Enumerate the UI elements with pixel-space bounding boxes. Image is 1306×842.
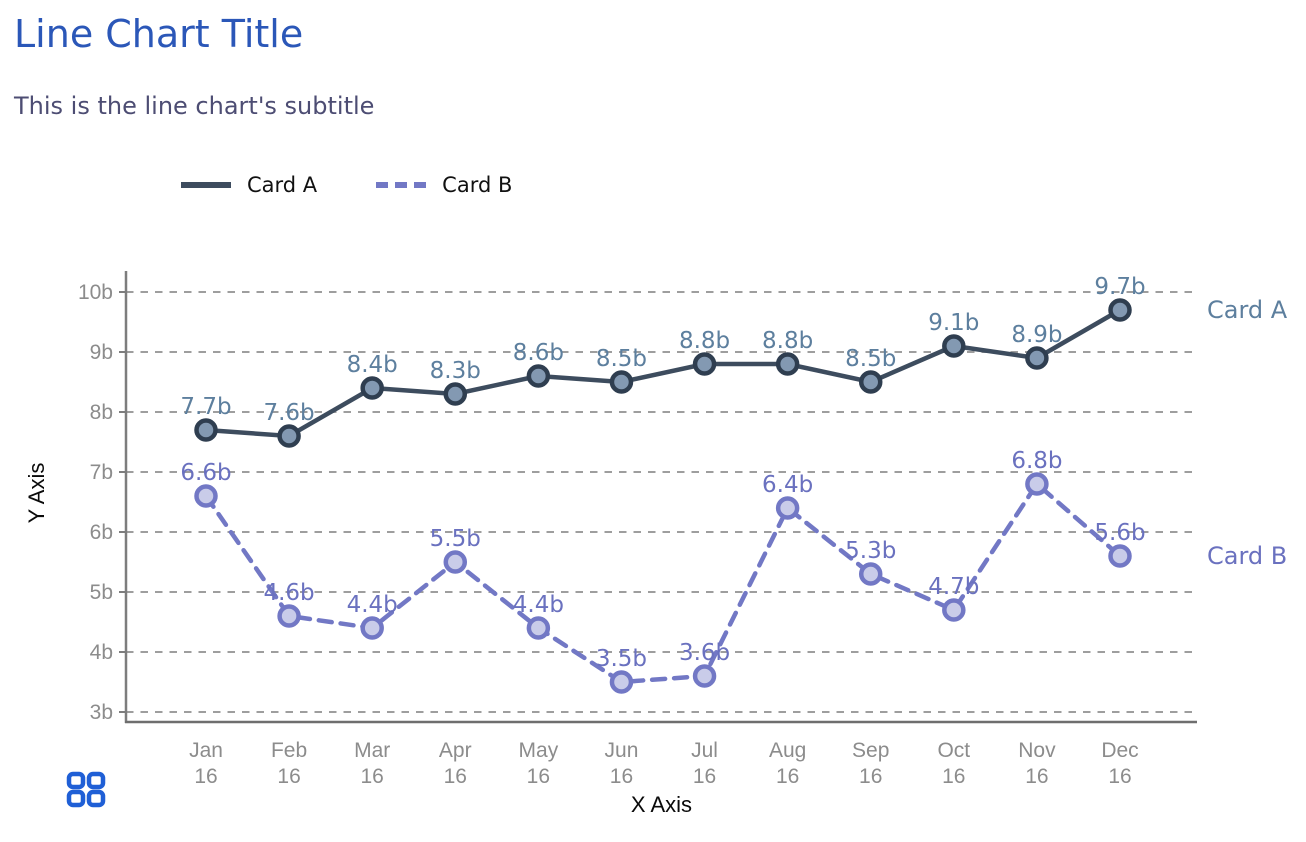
card-a-point[interactable] [526, 364, 551, 388]
grid-icon-cell [86, 789, 106, 808]
legend-item-card-b[interactable]: Card B [375, 173, 512, 197]
card-b-point[interactable] [1025, 472, 1049, 496]
y-tick-label: 5b [90, 581, 113, 604]
card-b-point-label: 3.5b [596, 646, 647, 672]
card-b-point-label: 4.6b [263, 580, 314, 606]
y-tick-label: 8b [90, 401, 113, 424]
x-tick-label: Jul 16 [691, 739, 718, 788]
card-a-point-label: 7.6b [263, 400, 314, 426]
x-tick-label: Oct 16 [937, 739, 970, 788]
x-axis-title: X Axis [631, 792, 692, 817]
card-a-point-label: 8.8b [679, 328, 730, 354]
card-b-point-label: 4.4b [513, 592, 564, 618]
x-tick-label: Dec 16 [1101, 739, 1138, 788]
y-tick-label: 7b [90, 461, 113, 484]
page-title: Line Chart Title [14, 12, 304, 56]
card-a-point[interactable] [1108, 298, 1132, 322]
x-tick-label: Jun 16 [605, 739, 639, 788]
x-tick-label: Mar 16 [354, 739, 390, 788]
x-tick-label: Aug 16 [769, 739, 806, 788]
legend-item-card-a[interactable]: Card A [180, 173, 317, 197]
card-a-point-label: 8.4b [347, 352, 398, 378]
x-tick-label: May 16 [519, 739, 559, 788]
card-a-point-label: 8.3b [430, 358, 481, 384]
card-a-point[interactable] [277, 424, 301, 448]
card-b-point[interactable] [526, 616, 551, 640]
legend-swatch-card-b [376, 182, 427, 188]
y-axis-title: Y Axis [24, 463, 49, 524]
grid-icon-cell [66, 771, 86, 790]
card-b-point-label: 5.3b [845, 538, 896, 564]
card-a-point-label: 9.7b [1094, 274, 1145, 300]
card-b-point[interactable] [360, 616, 384, 640]
card-a-point[interactable] [443, 382, 468, 406]
grid-apps-icon[interactable] [66, 771, 106, 809]
page-subtitle: This is the line chart's subtitle [14, 92, 375, 120]
card-b-point-label: 4.7b [928, 574, 979, 600]
y-tick-label: 3b [90, 701, 113, 724]
card-a-point-label: 8.5b [596, 346, 647, 372]
x-tick-label: Nov 16 [1018, 739, 1056, 788]
legend-swatch-card-a [181, 182, 231, 188]
card-a-point-label: 8.8b [762, 328, 813, 354]
grid-icon-cell [66, 789, 86, 808]
card-b-point-label: 5.6b [1094, 520, 1145, 546]
card-a-line [203, 307, 1123, 439]
card-b-point[interactable] [277, 604, 301, 628]
legend: Card A Card B [180, 173, 512, 197]
card-b-point[interactable] [194, 484, 218, 508]
card-b-point-label: 4.4b [347, 592, 398, 618]
legend-label-card-a: Card A [247, 173, 318, 197]
card-b-point[interactable] [775, 496, 800, 520]
card-b-point[interactable] [942, 598, 966, 622]
card-a-point[interactable] [194, 418, 218, 442]
card-a-point[interactable] [1025, 346, 1049, 370]
grid-icon-cell [86, 771, 106, 790]
card-b-point-label: 5.5b [430, 526, 481, 552]
card-b-point-label: 6.6b [180, 460, 231, 486]
card-b-point[interactable] [609, 670, 634, 694]
y-tick-label: 9b [90, 341, 113, 364]
x-tick-label: Jan 16 [189, 739, 223, 788]
x-tick-label: Feb 16 [271, 739, 307, 788]
card-b-point[interactable] [443, 550, 468, 574]
card-b-point[interactable] [858, 562, 883, 586]
card-a-point-label: 7.7b [180, 394, 231, 420]
card-a-point-label: 8.6b [513, 340, 564, 366]
card-a-point-label: 9.1b [928, 310, 979, 336]
card-a-point-label: 8.5b [845, 346, 896, 372]
series-label-card-b: Card B [1207, 542, 1287, 570]
card-b-point[interactable] [692, 664, 717, 688]
card-a-point[interactable] [360, 376, 384, 400]
card-b-line [203, 480, 1123, 685]
card-b-point[interactable] [1108, 544, 1132, 568]
series-label-card-a: Card A [1207, 296, 1288, 324]
card-a-point[interactable] [609, 370, 634, 394]
x-tick-label: Sep 16 [852, 739, 889, 788]
y-tick-label: 6b [90, 521, 113, 544]
card-a-point-label: 8.9b [1011, 322, 1062, 348]
card-b-point-label: 6.4b [762, 472, 813, 498]
card-a-point[interactable] [942, 334, 966, 358]
card-b-point-label: 6.8b [1011, 448, 1062, 474]
y-tick-label: 4b [90, 641, 113, 664]
x-tick-label: Apr 16 [439, 739, 472, 788]
y-tick-label: 10b [78, 281, 113, 304]
legend-label-card-b: Card B [442, 173, 513, 197]
card-b-point-label: 3.6b [679, 640, 730, 666]
card-a-point[interactable] [858, 370, 883, 394]
card-a-point[interactable] [775, 352, 800, 376]
card-a-point[interactable] [692, 352, 717, 376]
